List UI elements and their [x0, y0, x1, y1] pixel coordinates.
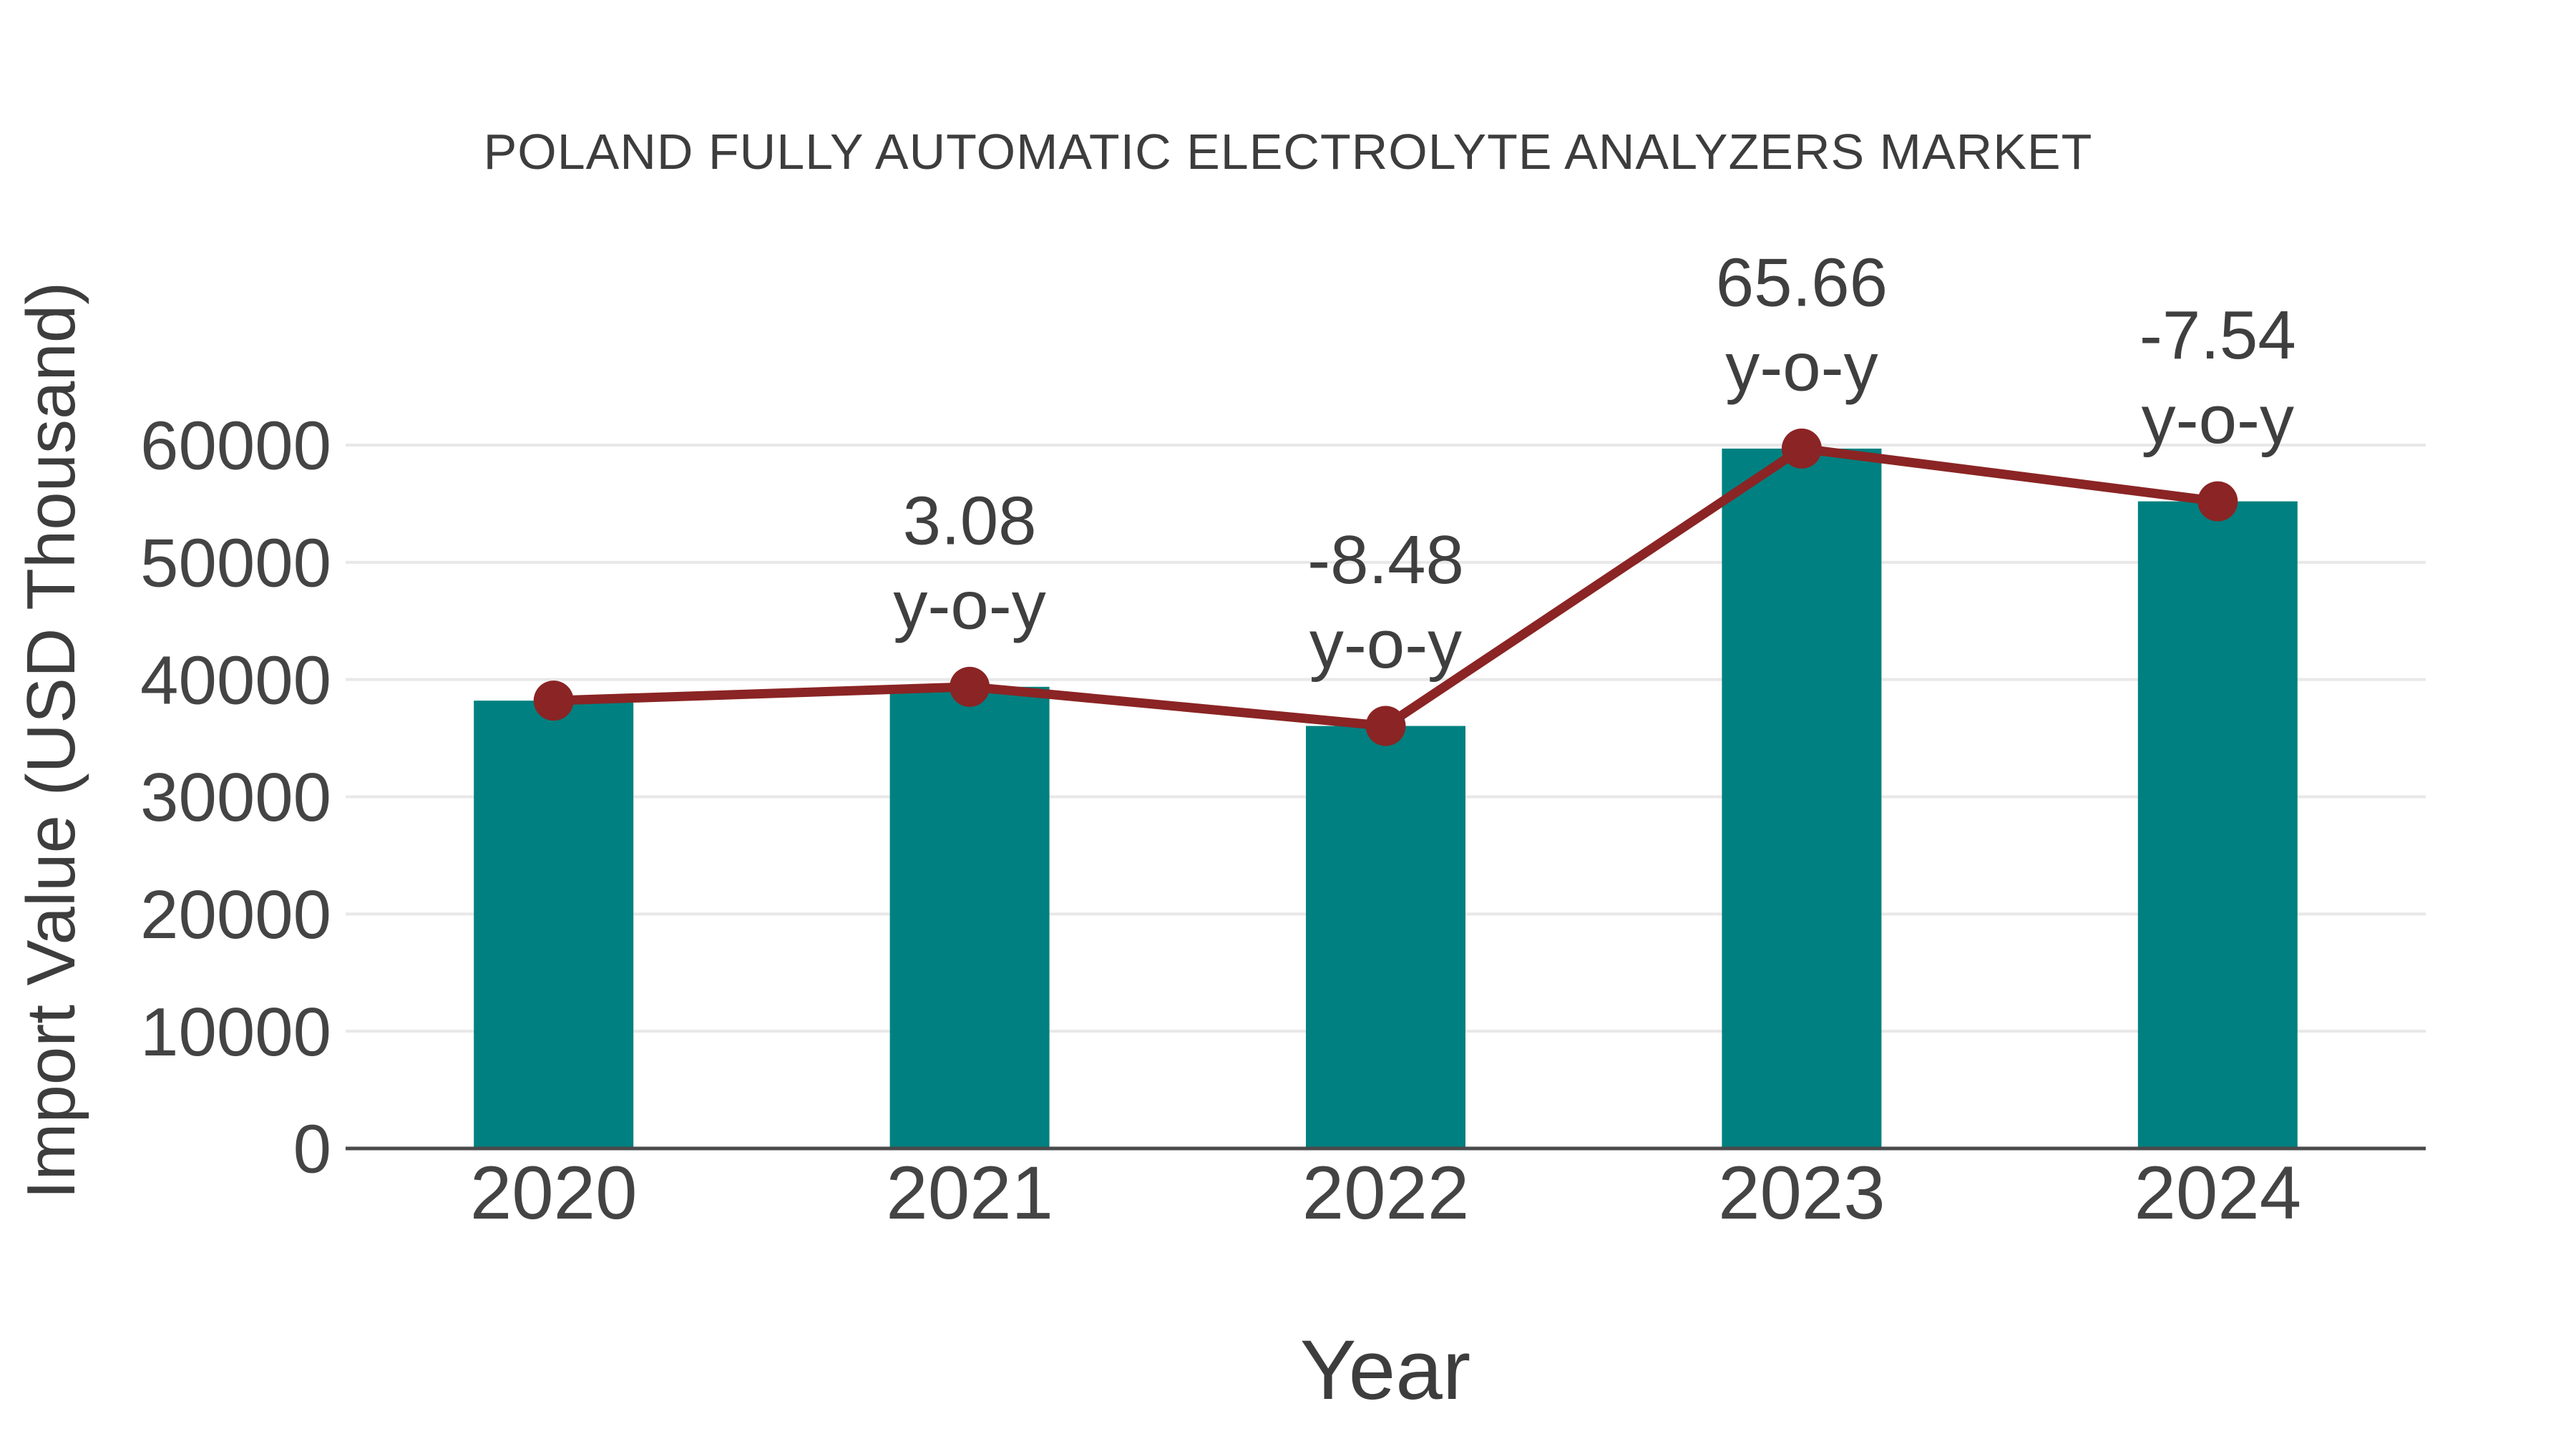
bar-2023: [1722, 448, 1882, 1148]
x-tick-label-2023: 2023: [1718, 1151, 1885, 1235]
trend-marker-2023: [1781, 428, 1822, 469]
annotation-suffix-2022: y-o-y: [1309, 606, 1462, 683]
annotation-value-2022: -8.48: [1307, 522, 1464, 598]
annotation-value-2023: 65.66: [1716, 245, 1888, 321]
chart-title: POLAND FULLY AUTOMATIC ELECTROLYTE ANALY…: [483, 124, 2093, 180]
bar-2024: [2137, 501, 2298, 1148]
bar-2022: [1306, 726, 1465, 1148]
x-tick-label-2024: 2024: [2135, 1151, 2302, 1235]
annotation-value-2021: 3.08: [903, 482, 1037, 559]
y-tick-label-0: 0: [293, 1111, 331, 1188]
x-tick-label-2020: 2020: [470, 1151, 638, 1235]
annotation-suffix-2024: y-o-y: [2142, 381, 2294, 458]
y-tick-label-10000: 10000: [140, 994, 331, 1070]
annotation-suffix-2021: y-o-y: [893, 567, 1045, 643]
trend-marker-2021: [950, 666, 990, 707]
trend-marker-2022: [1365, 706, 1406, 746]
x-tick-label-2022: 2022: [1302, 1151, 1470, 1235]
annotation-suffix-2023: y-o-y: [1725, 329, 1878, 406]
bar-2020: [474, 701, 634, 1148]
y-tick-label-20000: 20000: [140, 877, 331, 953]
y-tick-label-50000: 50000: [140, 525, 331, 601]
y-tick-label-60000: 60000: [140, 408, 331, 484]
x-tick-label-2021: 2021: [886, 1151, 1053, 1235]
trend-marker-2024: [2197, 481, 2238, 522]
y-tick-label-40000: 40000: [140, 642, 331, 718]
y-tick-label-30000: 30000: [140, 759, 331, 836]
bar-2021: [889, 686, 1050, 1148]
x-axis-title: Year: [1299, 1323, 1471, 1418]
trend-marker-2020: [533, 680, 574, 721]
annotation-value-2024: -7.54: [2140, 297, 2296, 374]
